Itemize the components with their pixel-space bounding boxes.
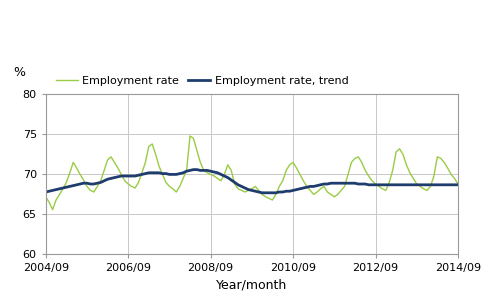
Employment rate, trend [259,191,265,195]
Employment rate, trend [190,168,196,171]
Employment rate, trend [43,190,49,194]
Employment rate [434,155,440,159]
Legend: Employment rate, Employment rate, trend: Employment rate, Employment rate, trend [51,71,353,90]
Employment rate [455,182,461,186]
Employment rate, trend [221,174,227,178]
X-axis label: Year/month: Year/month [216,279,288,292]
Employment rate [307,188,313,192]
Text: %: % [13,66,25,79]
Employment rate [328,192,334,196]
Employment rate, trend [139,173,145,176]
Employment rate [142,161,148,164]
Employment rate, trend [434,183,440,187]
Employment rate [43,195,49,199]
Employment rate, trend [455,183,461,187]
Employment rate, trend [328,181,334,185]
Employment rate [187,134,193,138]
Employment rate, trend [84,181,90,185]
Employment rate, trend [307,185,313,188]
Line: Employment rate: Employment rate [46,136,458,210]
Employment rate [225,163,231,167]
Line: Employment rate, trend: Employment rate, trend [46,169,458,193]
Employment rate [50,208,56,212]
Employment rate [87,188,93,192]
